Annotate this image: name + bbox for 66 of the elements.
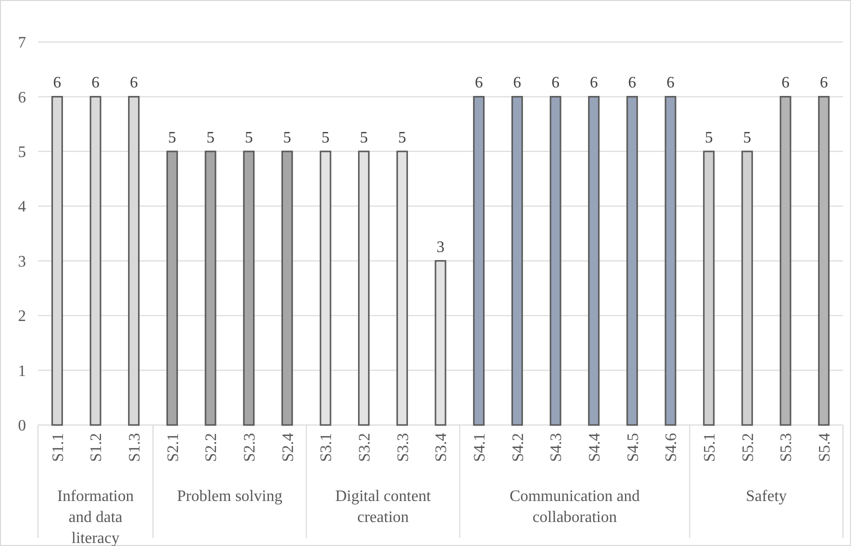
data-label: 6 <box>782 74 790 92</box>
x-tick-label: S5.2 <box>740 433 757 462</box>
data-label: 5 <box>244 129 253 146</box>
text: Digital content creation <box>335 488 432 526</box>
bar <box>664 96 676 426</box>
data-label: 6 <box>552 74 560 92</box>
y-tick-label: 6 <box>18 89 26 106</box>
x-tick-label: S4.2 <box>510 433 527 462</box>
x-tick-label: S4.1 <box>471 433 488 462</box>
bar <box>550 96 562 426</box>
bar <box>511 96 523 426</box>
data-label: 5 <box>398 129 406 146</box>
x-tick-label: S4.3 <box>548 433 566 462</box>
bar <box>243 150 255 426</box>
bar <box>473 96 485 426</box>
data-label: 5 <box>206 129 214 146</box>
text: Problem solving <box>176 488 282 505</box>
y-tick-label: 7 <box>18 34 26 52</box>
text: Communication and collaboration <box>510 488 640 526</box>
x-tick-label: S3.4 <box>433 433 450 462</box>
data-label: 3 <box>436 238 444 256</box>
bar <box>588 96 600 426</box>
x-tick-label: S3.2 <box>356 433 374 462</box>
data-label: 6 <box>666 74 674 92</box>
x-tick-label: S4.5 <box>624 433 642 462</box>
x-tick-label: S2.4 <box>280 433 297 462</box>
bar <box>626 96 638 426</box>
x-tick-label: S2.1 <box>164 433 182 462</box>
text: Safety <box>746 488 787 505</box>
bar <box>166 150 178 426</box>
data-label: 6 <box>628 74 636 92</box>
x-tick-label: S1.2 <box>88 433 106 462</box>
data-label: 5 <box>704 129 713 146</box>
y-tick-label: 3 <box>18 253 26 270</box>
data-label: 5 <box>168 129 176 146</box>
x-tick-label: S4.4 <box>586 433 604 462</box>
x-tick-label: S4.6 <box>663 433 680 462</box>
data-label: 5 <box>360 129 368 146</box>
data-label: 6 <box>820 74 828 92</box>
x-tick-label: S2.2 <box>203 433 220 462</box>
data-label: 6 <box>474 74 483 92</box>
x-tick-label: S2.3 <box>241 433 258 462</box>
data-label: 5 <box>743 129 752 146</box>
x-tick-label: S3.3 <box>394 433 412 462</box>
y-tick-label: 4 <box>18 198 26 216</box>
x-tick-label: S5.3 <box>778 433 796 462</box>
data-label: 6 <box>130 74 138 92</box>
y-tick-label: 2 <box>18 308 26 326</box>
data-label: 5 <box>283 129 292 146</box>
y-tick-label: 5 <box>18 144 26 162</box>
bar <box>281 150 293 426</box>
data-label: 6 <box>53 74 62 92</box>
y-tick-label: 0 <box>18 418 26 435</box>
bar <box>780 96 792 426</box>
bar <box>204 150 216 426</box>
x-tick-label: S5.4 <box>816 433 834 462</box>
bar <box>818 96 830 426</box>
x-tick-label: S1.1 <box>50 433 67 462</box>
x-tick-label: S3.1 <box>318 433 336 462</box>
data-label: 5 <box>322 129 330 146</box>
x-tick-label: S1.3 <box>126 433 144 462</box>
data-label: 6 <box>92 74 100 92</box>
data-label: 6 <box>590 74 598 92</box>
data-label: 6 <box>513 74 522 92</box>
y-tick-label: 1 <box>18 362 26 380</box>
x-tick-label: S5.1 <box>701 433 718 462</box>
